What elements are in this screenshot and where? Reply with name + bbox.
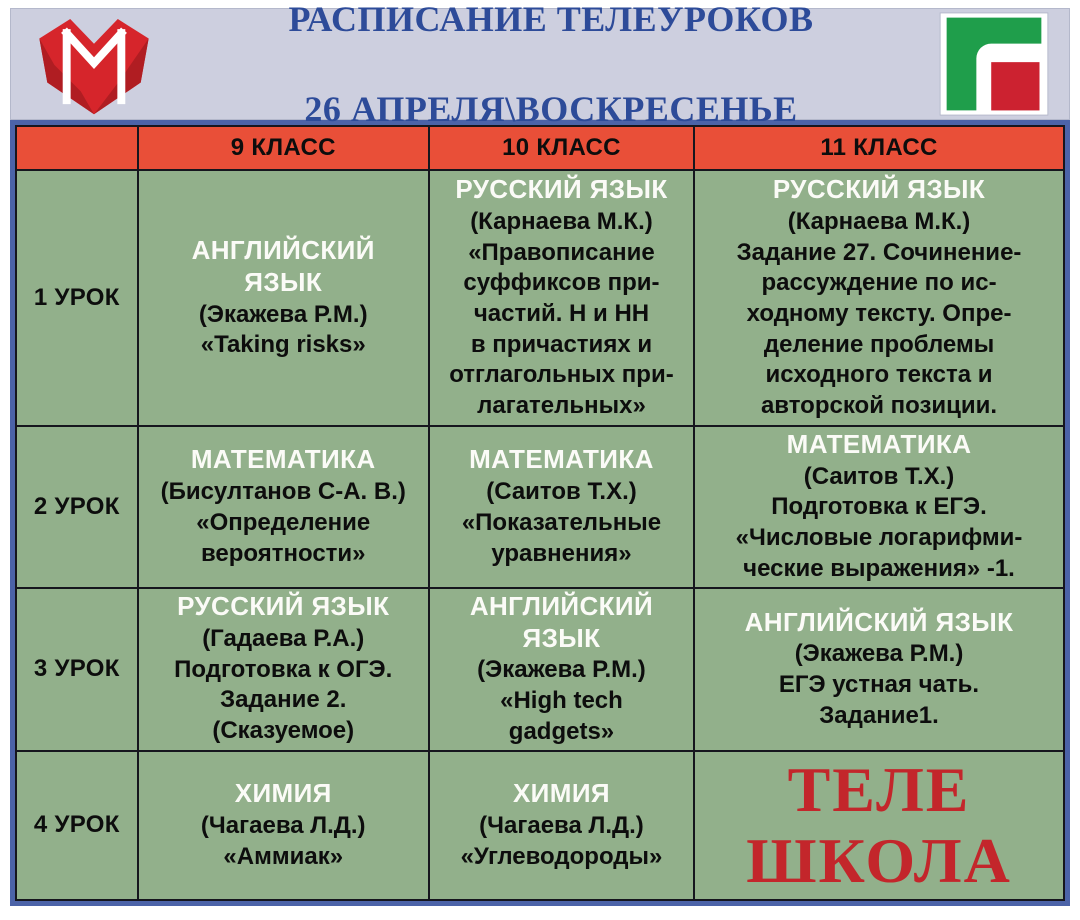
column-header-empty (15, 125, 139, 171)
cell-lesson3-grade9: РУССКИЙ ЯЗЫК (Гадаева Р.А.) Подготовка к… (136, 586, 430, 752)
table-row-lesson4: 4 УРОК ХИМИЯ (Чагаева Л.Д.) «Аммиак» ХИМ… (15, 749, 1065, 902)
cell-lesson2-grade11: МАТЕМАТИКА (Саитов Т.Х.) Подготовка к ЕГ… (693, 425, 1065, 589)
m-emblem-icon (39, 19, 149, 115)
subject-details: (Экажева Р.М.) «High tech gadgets» (477, 656, 646, 745)
column-header-9: 9 КЛАСС (136, 125, 430, 171)
page-title-line1: РАСПИСАНИЕ ТЕЛЕУРОКОВ (288, 0, 814, 39)
subject-details: (Гадаева Р.А.) Подготовка к ОГЭ. Задание… (174, 625, 393, 745)
schedule-table-frame: 9 КЛАСС 10 КЛАСС 11 КЛАСС 1 УРОК АНГЛИЙС… (10, 120, 1070, 906)
subject-details: (Саитов Т.Х.) «Показательные уравнения» (461, 478, 662, 567)
subject-title: АНГЛИЙСКИЙ ЯЗЫК (744, 606, 1014, 637)
subject-title: МАТЕМАТИКА (469, 444, 654, 475)
subject-title: РУССКИЙ ЯЗЫК (455, 174, 668, 205)
row-label-lesson1: 1 УРОК (15, 169, 139, 427)
cell-lesson1-grade9: АНГЛИЙСКИЙ ЯЗЫК (Экажева Р.М.) «Taking r… (136, 169, 430, 427)
cell-lesson1-grade11: РУССКИЙ ЯЗЫК (Карнаева М.К.) Задание 27.… (693, 169, 1065, 427)
subject-title: МАТЕМАТИКА (786, 429, 972, 459)
cell-lesson2-grade10: МАТЕМАТИКА (Саитов Т.Х.) «Показательные … (427, 425, 696, 589)
row-label-lesson4: 4 УРОК (15, 749, 139, 902)
table-row-lesson1: 1 УРОК АНГЛИЙСКИЙ ЯЗЫК (Экажева Р.М.) «T… (15, 169, 1065, 427)
cell-lesson3-grade10: АНГЛИЙСКИЙ ЯЗЫК (Экажева Р.М.) «High tec… (427, 586, 696, 752)
cell-lesson2-grade9: МАТЕМАТИКА (Бисултанов С-А. В.) «Определ… (136, 425, 430, 589)
subject-details: (Чагаева Л.Д.) «Аммиак» (200, 811, 366, 870)
teleschool-label: ТЕЛЕ ШКОЛА (746, 753, 1012, 897)
table-row-lesson3: 3 УРОК РУССКИЙ ЯЗЫК (Гадаева Р.А.) Подго… (15, 586, 1065, 752)
schedule-table: 9 КЛАСС 10 КЛАСС 11 КЛАСС 1 УРОК АНГЛИЙС… (15, 125, 1065, 902)
row-label-lesson3: 3 УРОК (15, 586, 139, 752)
subject-details: (Экажева Р.М.) ЕГЭ устная чать. Задание1… (778, 640, 980, 729)
subject-details: (Карнаева М.К.) Задание 27. Сочинение- р… (736, 207, 1022, 420)
row-label-lesson2: 2 УРОК (15, 425, 139, 589)
subject-details: (Саитов Т.Х.) Подготовка к ЕГЭ. «Числовы… (735, 462, 1023, 582)
subject-details: (Бисултанов С-А. В.) «Определение вероят… (160, 478, 406, 567)
grozny-tv-logo-icon (939, 12, 1049, 116)
subject-title: МАТЕМАТИКА (190, 444, 376, 475)
cell-lesson4-grade9: ХИМИЯ (Чагаева Л.Д.) «Аммиак» (136, 749, 430, 902)
subject-title: АНГЛИЙСКИЙ ЯЗЫК (469, 590, 654, 653)
subject-title: АНГЛИЙСКИЙ ЯЗЫК (191, 235, 375, 297)
subject-title: ХИМИЯ (234, 778, 332, 809)
page-header: РАСПИСАНИЕ ТЕЛЕУРОКОВ 26 АПРЕЛЯ\ВОСКРЕСЕ… (10, 0, 1070, 129)
subject-title: РУССКИЙ ЯЗЫК (177, 591, 390, 622)
cell-lesson3-grade11: АНГЛИЙСКИЙ ЯЗЫК (Экажева Р.М.) ЕГЭ устна… (693, 586, 1065, 752)
table-row-lesson2: 2 УРОК МАТЕМАТИКА (Бисултанов С-А. В.) «… (15, 425, 1065, 589)
page-title: РАСПИСАНИЕ ТЕЛЕУРОКОВ 26 АПРЕЛЯ\ВОСКРЕСЕ… (169, 0, 933, 177)
column-header-10: 10 КЛАСС (427, 125, 696, 171)
subject-details: (Экажева Р.М.) «Taking risks» (198, 300, 368, 359)
subject-details: (Карнаева М.К.) «Правописание суффиксов … (449, 207, 674, 420)
column-header-row: 9 КЛАСС 10 КЛАСС 11 КЛАСС (15, 125, 1065, 171)
page-title-line2: 26 АПРЕЛЯ\ВОСКРЕСЕНЬЕ (304, 88, 798, 129)
cell-lesson4-grade11: ТЕЛЕ ШКОЛА (693, 749, 1065, 902)
subject-title: РУССКИЙ ЯЗЫК (772, 174, 986, 205)
subject-details: (Чагаева Л.Д.) «Углеводороды» (460, 811, 663, 870)
cell-lesson4-grade10: ХИМИЯ (Чагаева Л.Д.) «Углеводороды» (427, 749, 696, 902)
subject-title: ХИМИЯ (512, 778, 610, 809)
column-header-11: 11 КЛАСС (693, 125, 1065, 171)
cell-lesson1-grade10: РУССКИЙ ЯЗЫК (Карнаева М.К.) «Правописан… (427, 169, 696, 427)
